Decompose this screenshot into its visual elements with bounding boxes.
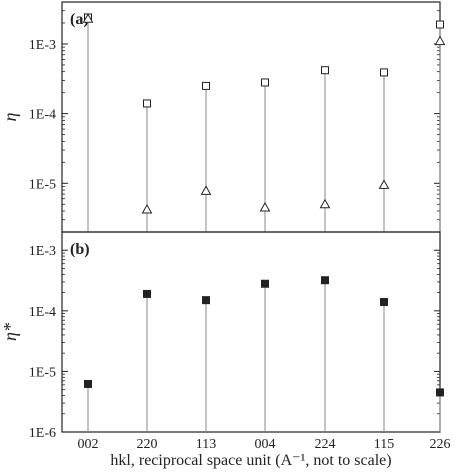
y-tick-label: 1E-3 [29, 38, 56, 53]
open-square-marker [380, 68, 388, 77]
plot-frame [61, 231, 441, 433]
x-tick-label: 115 [374, 437, 394, 452]
filled-square-marker [84, 379, 92, 388]
y-tick-label: 1E-5 [29, 177, 56, 192]
y-axis-label: η [0, 112, 20, 121]
filled-square-marker [436, 388, 444, 397]
open-square-marker [202, 81, 210, 90]
y-tick-label: 1E-4 [29, 305, 56, 320]
y-tick-label: 1E-6 [29, 426, 56, 441]
plot-frame [61, 1, 441, 233]
y-tick-label: 1E-3 [29, 244, 56, 259]
open-square-marker [436, 20, 444, 29]
panel-label: (b) [70, 241, 90, 258]
x-tick-label: 226 [430, 437, 451, 452]
open-triangle-marker [319, 198, 331, 209]
y-axis-label: η* [0, 323, 20, 341]
x-tick-label: 220 [137, 437, 158, 452]
x-tick-label: 004 [255, 437, 276, 452]
open-triangle-marker [82, 13, 94, 23]
open-triangle-marker [378, 179, 390, 189]
open-triangle-marker [200, 185, 212, 195]
x-axis: 002 220 113 004 224 115 226 [78, 437, 451, 452]
x-tick-label: 113 [196, 437, 216, 452]
open-square-marker [321, 66, 329, 75]
filled-square-marker [202, 296, 210, 305]
x-axis-label: hkl, reciprocal space unit (A⁻¹, not to … [110, 452, 391, 469]
filled-square-marker [143, 289, 151, 298]
open-square-marker [143, 99, 151, 108]
filled-square-marker [380, 297, 388, 306]
panel-b: 1E-3 1E-4 1E-5 1E-6 (b) η* [0, 231, 444, 441]
filled-square-marker [261, 279, 269, 288]
open-triangle-marker [259, 201, 271, 212]
y-tick-label: 1E-4 [29, 108, 56, 123]
x-tick-label: 224 [315, 437, 336, 452]
panel-a: 1E-3 1E-4 1E-5 (a) η [0, 1, 446, 233]
filled-square-marker [321, 276, 329, 285]
open-square-marker [261, 78, 269, 87]
open-triangle-marker [434, 35, 446, 46]
y-tick-label: 1E-5 [29, 365, 56, 380]
x-tick-label: 002 [78, 437, 99, 452]
panel-label: (a) [70, 11, 89, 28]
open-triangle-marker [141, 204, 153, 214]
